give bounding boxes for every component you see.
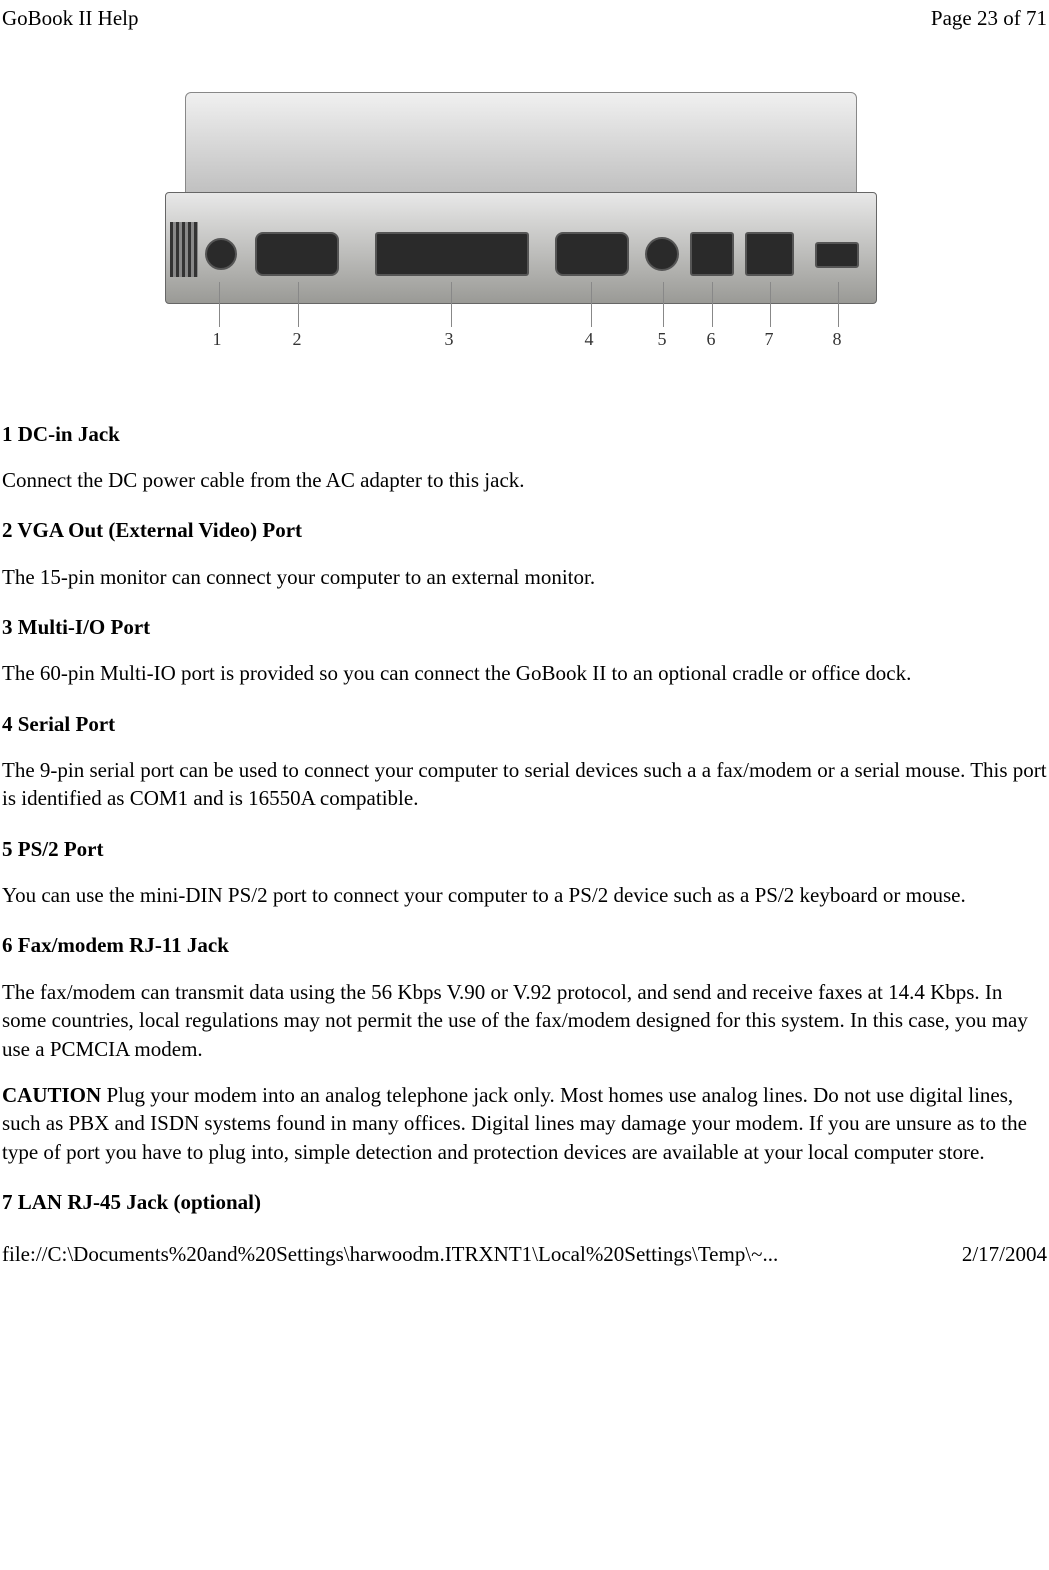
port-4-shape bbox=[555, 232, 629, 276]
port-7-shape bbox=[745, 232, 794, 276]
diagram-number-label: 8 bbox=[833, 327, 842, 351]
leader-line bbox=[663, 282, 664, 327]
section-heading: 5 PS/2 Port bbox=[2, 835, 1047, 863]
ports-diagram: 1 2 3 4 5 6 7 8 bbox=[145, 92, 905, 372]
diagram-number-label: 3 bbox=[445, 327, 454, 351]
port-8-shape bbox=[815, 242, 859, 268]
section-heading: 3 Multi-I/O Port bbox=[2, 613, 1047, 641]
vent-shape bbox=[170, 222, 198, 277]
leader-line bbox=[298, 282, 299, 327]
section-paragraph: The fax/modem can transmit data using th… bbox=[2, 978, 1047, 1063]
header-right: Page 23 of 71 bbox=[931, 4, 1047, 32]
sections-container: 1 DC-in Jack Connect the DC power cable f… bbox=[2, 420, 1047, 1217]
section-heading: 6 Fax/modem RJ-11 Jack bbox=[2, 931, 1047, 959]
section-paragraph: The 9-pin serial port can be used to con… bbox=[2, 756, 1047, 813]
page-header: GoBook II Help Page 23 of 71 bbox=[0, 0, 1049, 32]
diagram-number-label: 2 bbox=[293, 327, 302, 351]
leader-line bbox=[712, 282, 713, 327]
leader-line bbox=[770, 282, 771, 327]
page-footer: file://C:\Documents%20and%20Settings\har… bbox=[0, 1234, 1049, 1268]
caution-lead: CAUTION bbox=[2, 1083, 101, 1107]
caution-paragraph: CAUTION Plug your modem into an analog t… bbox=[2, 1081, 1047, 1166]
section-paragraph: You can use the mini-DIN PS/2 port to co… bbox=[2, 881, 1047, 909]
leader-line bbox=[838, 282, 839, 327]
page-content: 1 2 3 4 5 6 7 8 1 DC-in Jack Connect the DC powe… bbox=[0, 92, 1049, 1216]
figure-container: 1 2 3 4 5 6 7 8 bbox=[2, 92, 1047, 379]
port-5-shape bbox=[645, 237, 679, 271]
section-heading: 7 LAN RJ-45 Jack (optional) bbox=[2, 1188, 1047, 1216]
section-paragraph: Connect the DC power cable from the AC a… bbox=[2, 466, 1047, 494]
port-3-shape bbox=[375, 232, 529, 276]
section-heading: 1 DC-in Jack bbox=[2, 420, 1047, 448]
caution-body: Plug your modem into an analog telephone… bbox=[2, 1083, 1027, 1164]
diagram-number-label: 6 bbox=[707, 327, 716, 351]
diagram-number-label: 5 bbox=[658, 327, 667, 351]
diagram-number-label: 7 bbox=[765, 327, 774, 351]
header-left: GoBook II Help bbox=[2, 4, 138, 32]
footer-left: file://C:\Documents%20and%20Settings\har… bbox=[2, 1240, 778, 1268]
diagram-number-label: 4 bbox=[585, 327, 594, 351]
leader-line bbox=[219, 282, 220, 327]
section-paragraph: The 60-pin Multi-IO port is provided so … bbox=[2, 659, 1047, 687]
footer-right: 2/17/2004 bbox=[962, 1240, 1047, 1268]
section-paragraph: The 15-pin monitor can connect your comp… bbox=[2, 563, 1047, 591]
section-heading: 4 Serial Port bbox=[2, 710, 1047, 738]
leader-line bbox=[591, 282, 592, 327]
section-heading: 2 VGA Out (External Video) Port bbox=[2, 516, 1047, 544]
diagram-number-label: 1 bbox=[213, 327, 222, 351]
port-6-shape bbox=[690, 232, 734, 276]
leader-line bbox=[451, 282, 452, 327]
laptop-lid-shape bbox=[185, 92, 857, 194]
port-2-shape bbox=[255, 232, 339, 276]
port-1-shape bbox=[205, 238, 237, 270]
